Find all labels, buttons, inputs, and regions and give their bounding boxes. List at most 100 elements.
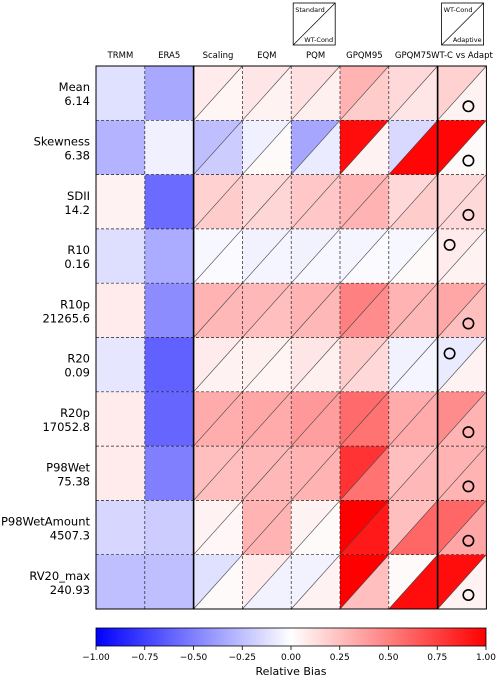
cell-diagonal [290, 174, 341, 230]
grid-frame [95, 65, 487, 610]
cell-diagonal [388, 337, 438, 393]
cell-diagonal [193, 554, 243, 610]
colorbar-tick-label: −0.75 [131, 653, 159, 663]
cell-diagonal [437, 500, 487, 555]
cell-diagonal [242, 174, 292, 230]
cell-diagonal [339, 282, 390, 338]
row-label-name: Mean [59, 80, 90, 94]
row-label-value: 0.16 [64, 257, 90, 271]
column-header: Scaling [203, 51, 234, 61]
heatmap-cell [96, 283, 145, 338]
heatmap-cell [144, 500, 194, 555]
significance-marker [462, 534, 475, 547]
cell-diagonal [388, 391, 438, 447]
cell-diagonal [290, 120, 341, 175]
colorbar-tick-label: −1.00 [82, 653, 110, 663]
heatmap-cell [96, 228, 145, 284]
row-label-value: 75.38 [57, 474, 90, 488]
cell-diagonal [339, 500, 390, 555]
row-label-name: P98Wet [46, 460, 90, 474]
cell-diagonal [388, 445, 438, 501]
cell-diagonal [437, 554, 487, 610]
cell-diagonal [339, 445, 390, 501]
significance-marker [443, 347, 456, 360]
cell-diagonal [242, 337, 292, 393]
heatmap-cell [96, 337, 145, 392]
cell-diagonal [193, 391, 243, 447]
significance-marker [462, 208, 475, 221]
cell-diagonal [437, 228, 487, 284]
cell-diagonal [290, 337, 341, 393]
legend-lower-label: Adaptive [453, 36, 482, 44]
cell-diagonal [388, 282, 438, 338]
heatmap-cell [144, 120, 194, 175]
cell-diagonal [242, 554, 292, 610]
heatmap-cell [144, 228, 194, 284]
cell-diagonal [388, 554, 438, 610]
heatmap-cell [96, 66, 145, 121]
cell-diagonal [290, 554, 341, 610]
row-label-value: 240.93 [50, 583, 90, 597]
cell-diagonal [437, 65, 487, 121]
heatmap-cell [144, 391, 194, 447]
cell-diagonal [290, 282, 341, 338]
cell-diagonal [339, 337, 390, 393]
colorbar-tick-label: 0.25 [330, 653, 350, 663]
colorbar-tick-label: 1.00 [476, 653, 496, 663]
colorbar-tick-label: 0.50 [378, 653, 398, 663]
cell-diagonal [242, 445, 292, 501]
cell-diagonal [437, 391, 487, 447]
column-header: GPQM95 [346, 51, 383, 61]
row-label-value: 14.2 [64, 203, 90, 217]
lower-triangle-cell [193, 500, 243, 555]
cell-diagonal [193, 282, 243, 338]
cell-diagonal [339, 554, 390, 610]
row-label-value: 21265.6 [42, 311, 90, 325]
cell-diagonal [193, 65, 243, 121]
row-label-name: Skewness [34, 134, 90, 148]
cell-diagonal [193, 174, 243, 230]
heatmap-cell [96, 446, 145, 501]
column-header: PQM [306, 51, 325, 61]
cell-diagonal [388, 174, 438, 230]
cell-diagonal [339, 228, 390, 284]
column-header: GPQM75 [395, 51, 432, 61]
cell-diagonal [388, 65, 438, 121]
row-label-value: 6.14 [64, 94, 90, 108]
cell-diagonal [242, 282, 292, 338]
significance-marker [462, 317, 475, 330]
colorbar-tick-label: 0.75 [427, 653, 447, 663]
heatmap-cell [96, 391, 145, 447]
significance-marker [462, 100, 475, 113]
heatmap-cell [96, 500, 145, 555]
heatmap-cell [144, 337, 194, 392]
cell-diagonal [388, 228, 438, 284]
row-label-name: R20 [67, 352, 90, 366]
heatmap-cell [144, 283, 194, 338]
cell-diagonal [242, 65, 292, 121]
cell-diagonal [437, 337, 487, 393]
cell-diagonal [339, 391, 390, 447]
row-label-value: 6.38 [64, 148, 90, 162]
cell-diagonal [242, 391, 292, 447]
column-header: ERA5 [158, 51, 180, 61]
cell-diagonal [290, 391, 341, 447]
cell-diagonal [388, 120, 438, 175]
row-label-value: 17052.8 [42, 420, 90, 434]
cell-diagonal [242, 500, 292, 555]
cell-diagonal [193, 337, 243, 393]
cell-diagonal [290, 500, 341, 555]
row-label-name: RV20_max [29, 569, 90, 583]
cell-diagonal [193, 500, 243, 555]
legend-upper-label: Standard [295, 6, 325, 14]
heatmap-cell [144, 446, 194, 501]
colorbar-tick-label: −0.25 [228, 653, 256, 663]
cell-diagonal [437, 120, 487, 175]
cell-diagonal [437, 174, 487, 230]
row-label-name: R20p [60, 406, 90, 420]
row-label-value: 4507.3 [50, 529, 90, 543]
cell-diagonal [437, 282, 487, 338]
heatmap-cell [96, 174, 145, 229]
significance-marker [462, 154, 475, 167]
